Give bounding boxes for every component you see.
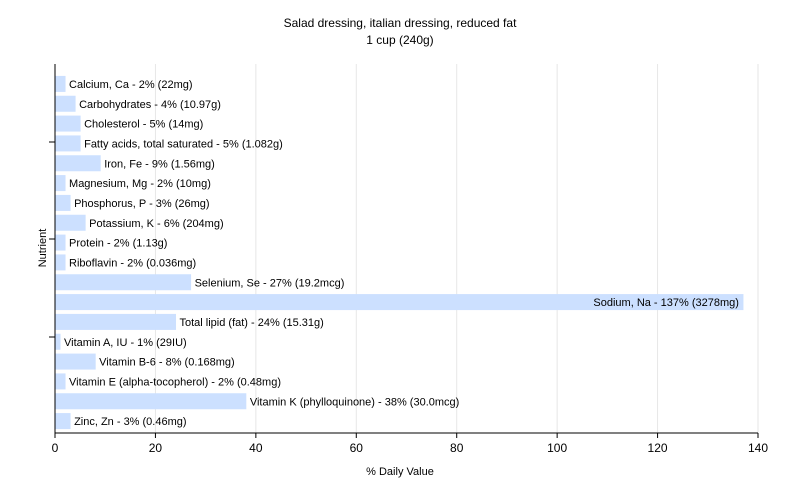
bar [55, 353, 96, 370]
bar [55, 373, 66, 390]
bar-label: Magnesium, Mg - 2% (10mg) [69, 178, 211, 190]
bar [55, 313, 177, 330]
x-axis-label: % Daily Value [366, 466, 434, 478]
bar [55, 234, 66, 251]
bar-label: Vitamin K (phylloquinone) - 38% (30.0mcg… [250, 396, 460, 408]
bar-label: Phosphorus, P - 3% (26mg) [74, 198, 210, 210]
bar-label: Sodium, Na - 137% (3278mg) [593, 297, 739, 309]
bar [55, 333, 61, 350]
bar-label: Iron, Fe - 9% (1.56mg) [104, 158, 215, 170]
bar [55, 155, 101, 172]
bar-label: Calcium, Ca - 2% (22mg) [69, 79, 192, 91]
bar [55, 135, 81, 152]
bar-label: Protein - 2% (1.13g) [69, 238, 167, 250]
chart-subtitle: 1 cup (240g) [366, 33, 434, 47]
x-tick-label: 140 [748, 441, 768, 455]
bar [55, 413, 71, 430]
x-tick-label: 40 [249, 441, 263, 455]
x-tick-label: 20 [149, 441, 163, 455]
bar [55, 274, 192, 291]
plot-area [55, 64, 758, 433]
bar-label: Total lipid (fat) - 24% (15.31g) [180, 317, 324, 329]
bar [55, 214, 86, 231]
bar-label: Selenium, Se - 27% (19.2mcg) [195, 277, 345, 289]
chart-title: Salad dressing, italian dressing, reduce… [283, 16, 517, 30]
bar-label: Vitamin B-6 - 8% (0.168mg) [99, 357, 235, 369]
bar [55, 194, 71, 211]
bar [55, 294, 744, 311]
bar-label: Potassium, K - 6% (204mg) [89, 218, 224, 230]
bar [55, 254, 66, 271]
x-tick-label: 80 [450, 441, 464, 455]
x-tick-label: 0 [52, 441, 59, 455]
bar-label: Riboflavin - 2% (0.036mg) [69, 257, 196, 269]
y-axis-label: Nutrient [37, 228, 49, 268]
x-tick-label: 120 [648, 441, 668, 455]
bar [55, 95, 76, 112]
bar-label: Carbohydrates - 4% (10.97g) [79, 99, 221, 111]
bar-label: Fatty acids, total saturated - 5% (1.082… [84, 138, 283, 150]
x-tick-label: 100 [547, 441, 567, 455]
bar [55, 75, 66, 92]
x-tick-label: 60 [350, 441, 364, 455]
bar-label: Vitamin A, IU - 1% (29IU) [64, 337, 187, 349]
bar [55, 175, 66, 192]
bar-label: Zinc, Zn - 3% (0.46mg) [74, 416, 186, 428]
bar-label: Cholesterol - 5% (14mg) [84, 119, 203, 131]
bar [55, 115, 81, 132]
bar-label: Vitamin E (alpha-tocopherol) - 2% (0.48m… [69, 376, 281, 388]
bar [55, 393, 247, 410]
